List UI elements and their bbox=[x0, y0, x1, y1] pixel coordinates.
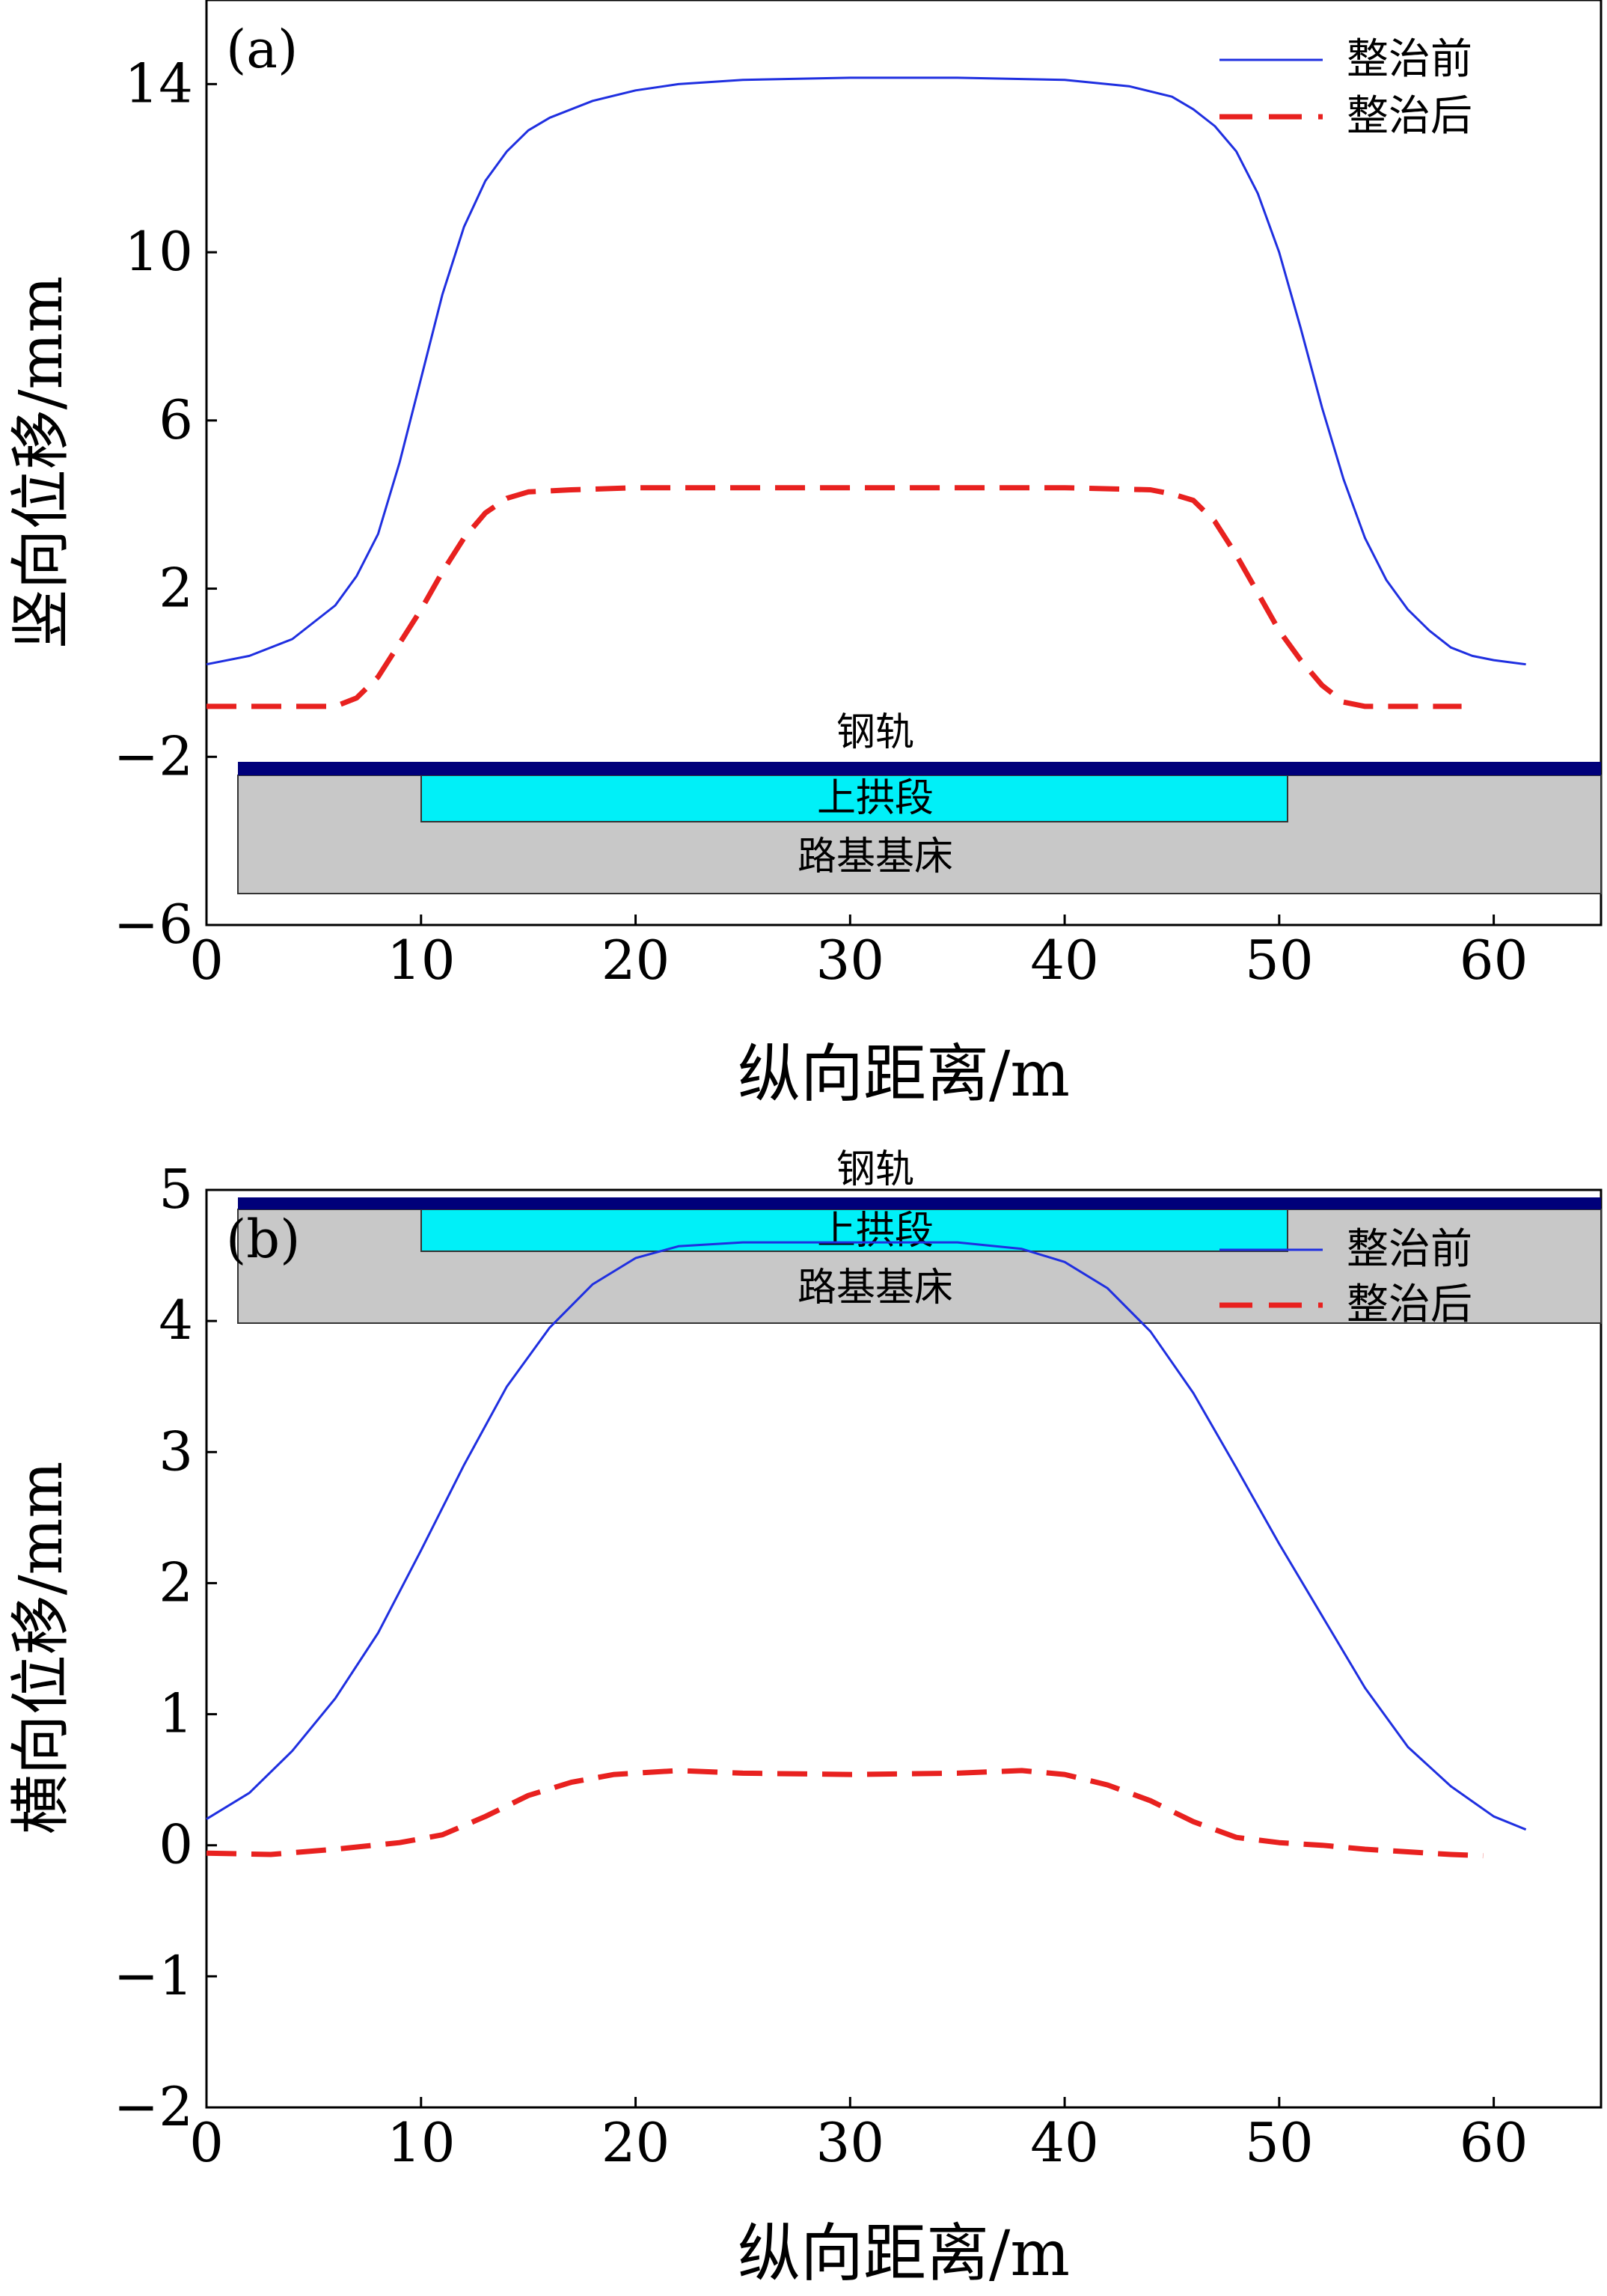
rail-bar bbox=[238, 762, 1601, 775]
panel-label-a: (a) bbox=[226, 19, 298, 80]
y-tick-label: −1 bbox=[114, 1944, 193, 2007]
axis-ticks-a: 0 10 20 30 40 50 60 −6 −2 2 6 10 14 bbox=[114, 52, 1528, 992]
x-axis-label-a: 纵向距离/m bbox=[738, 1037, 1070, 1111]
uplift-label: 上拱段 bbox=[817, 1209, 934, 1254]
series-line-after bbox=[206, 1768, 1484, 1859]
x-tick-label: 30 bbox=[815, 929, 884, 992]
legend-b: 整治前 整治后 bbox=[1219, 1225, 1472, 1329]
x-tick-label: 60 bbox=[1460, 2111, 1528, 2174]
legend-label-after: 整治后 bbox=[1347, 1280, 1472, 1329]
series-lines-b bbox=[206, 1241, 1527, 1859]
legend-label-before: 整治前 bbox=[1347, 35, 1472, 84]
x-tick-label: 40 bbox=[1030, 2111, 1099, 2174]
y-tick-label: 0 bbox=[159, 1813, 193, 1876]
x-tick-label: 20 bbox=[602, 2111, 670, 2174]
series-lines-a bbox=[206, 76, 1526, 709]
rail-bar bbox=[238, 1197, 1601, 1209]
subgrade-label: 路基基床 bbox=[798, 834, 953, 879]
uplift-label: 上拱段 bbox=[817, 776, 934, 821]
x-tick-label: 50 bbox=[1245, 929, 1314, 992]
plot-frame-a bbox=[205, 0, 1603, 926]
y-tick-label: 1 bbox=[159, 1682, 193, 1745]
panel-label-b: (b) bbox=[226, 1209, 300, 1270]
subgrade-label: 路基基床 bbox=[798, 1265, 953, 1310]
plot-frame-b bbox=[205, 1188, 1603, 2109]
legend-label-after: 整治后 bbox=[1347, 92, 1472, 141]
series-line-after bbox=[206, 485, 1462, 709]
y-tick-label: 14 bbox=[124, 52, 193, 115]
x-tick-label: 0 bbox=[189, 2111, 224, 2174]
y-tick-label: 2 bbox=[159, 557, 193, 620]
x-tick-label: 60 bbox=[1460, 929, 1528, 992]
y-tick-label: 6 bbox=[159, 388, 193, 451]
schematic-a: 钢轨 上拱段 路基基床 bbox=[237, 710, 1602, 894]
y-tick-label: −6 bbox=[114, 893, 193, 956]
y-tick-label: 3 bbox=[159, 1420, 193, 1483]
y-tick-label: 5 bbox=[159, 1158, 193, 1221]
rail-label: 钢轨 bbox=[836, 1147, 914, 1192]
y-axis-label-b: 横向位移/mm bbox=[6, 1462, 76, 1835]
x-tick-label: 30 bbox=[815, 2111, 884, 2174]
rail-label: 钢轨 bbox=[836, 710, 914, 755]
x-tick-label: 10 bbox=[387, 929, 456, 992]
legend-label-before: 整治前 bbox=[1347, 1225, 1472, 1274]
schematic-b: 钢轨 上拱段 路基基床 bbox=[237, 1147, 1602, 1324]
y-tick-label: −2 bbox=[114, 2075, 193, 2138]
x-tick-label: 50 bbox=[1245, 2111, 1314, 2174]
x-axis-label-b: 纵向距离/m bbox=[738, 2217, 1070, 2290]
x-tick-label: 40 bbox=[1030, 929, 1099, 992]
legend-a: 整治前 整治后 bbox=[1219, 35, 1472, 141]
y-tick-label: 2 bbox=[159, 1551, 193, 1613]
series-line-before bbox=[206, 76, 1526, 666]
y-tick-label: 10 bbox=[124, 220, 193, 283]
y-axis-label-a: 竖向位移/mm bbox=[6, 276, 76, 650]
y-tick-label: −2 bbox=[114, 724, 193, 787]
axis-ticks-b: 0 10 20 30 40 50 60 −2 −1 0 1 2 3 4 5 bbox=[114, 1158, 1528, 2174]
x-tick-label: 20 bbox=[602, 929, 670, 992]
y-tick-label: 4 bbox=[159, 1289, 193, 1352]
uplift-section bbox=[420, 775, 1288, 822]
x-tick-label: 0 bbox=[189, 929, 224, 992]
x-tick-label: 10 bbox=[387, 2111, 456, 2174]
series-line-before bbox=[206, 1241, 1527, 1831]
